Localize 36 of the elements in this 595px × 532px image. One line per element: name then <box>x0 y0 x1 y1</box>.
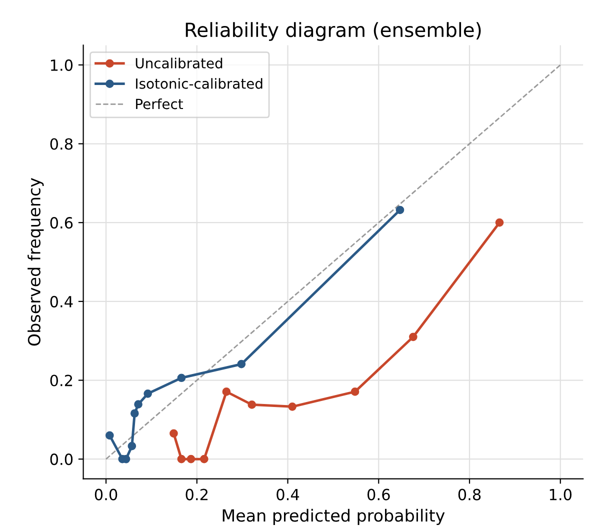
point <box>186 454 196 464</box>
y-tick-label: 0.0 <box>50 454 73 466</box>
point <box>200 454 208 464</box>
point <box>396 206 404 214</box>
chart-title: Reliability diagram (ensemble) <box>186 22 481 41</box>
y-tick-label: 0.6 <box>50 217 73 229</box>
point <box>128 442 136 450</box>
legend-label: Perfect <box>136 98 183 110</box>
point <box>409 332 418 342</box>
y-axis-title: Observed frequency <box>28 178 44 346</box>
x-axis-title: Mean predicted probability <box>222 508 445 525</box>
point <box>350 388 360 396</box>
point <box>495 218 504 227</box>
point <box>288 402 296 411</box>
legend-label: Isotonic-calibrated <box>136 78 262 89</box>
point <box>144 389 152 398</box>
point <box>170 429 178 438</box>
point <box>177 454 186 464</box>
point <box>248 400 256 409</box>
point <box>237 360 246 368</box>
x-tick-label: 0.6 <box>367 488 390 500</box>
y-tick-label: 0.8 <box>50 138 73 150</box>
point <box>134 400 142 408</box>
x-tick-label: 0.2 <box>186 488 208 500</box>
y-tick-label: 0.2 <box>50 374 72 386</box>
legend-label: Uncalibrated <box>136 58 222 68</box>
y-tick-label: 0.4 <box>50 296 73 308</box>
point <box>222 388 231 396</box>
x-tick-label: 1.0 <box>550 488 572 500</box>
y-tick-label: 1.0 <box>50 59 73 71</box>
x-tick-label: 0.0 <box>94 488 118 500</box>
x-tick-label: 0.4 <box>276 488 300 500</box>
point <box>105 431 114 440</box>
point <box>130 409 139 418</box>
x-tick-label: 0.8 <box>458 488 481 500</box>
point <box>177 374 186 382</box>
